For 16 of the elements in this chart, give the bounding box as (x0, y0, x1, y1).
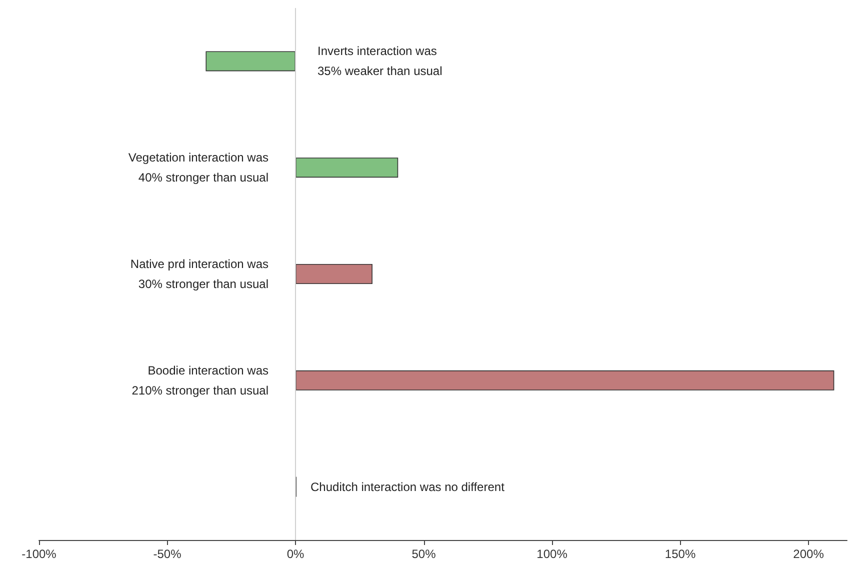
data-label: Inverts interaction was 35% weaker than usual (318, 44, 442, 78)
x-tick-label: 200% (793, 547, 824, 561)
data-label: Boodie interaction was 210% stronger than usual (132, 363, 269, 398)
data-label: Chuditch interaction was no different (310, 480, 506, 494)
bar (296, 158, 398, 178)
data-label: Vegetation interaction was 40% stronger than usual (128, 150, 269, 185)
x-tick-label: -100% (22, 547, 57, 561)
bar (206, 51, 296, 72)
x-tick-label: 50% (412, 547, 436, 561)
x-tick-label: -50% (153, 547, 182, 561)
data-label: Native prd interaction was 30% stronger than usual (130, 257, 269, 291)
bar (296, 264, 372, 284)
x-tick-label: 0% (286, 547, 305, 561)
x-tick-label: 150% (664, 547, 696, 561)
bar (296, 370, 834, 390)
x-tick-label: 100% (536, 547, 568, 561)
